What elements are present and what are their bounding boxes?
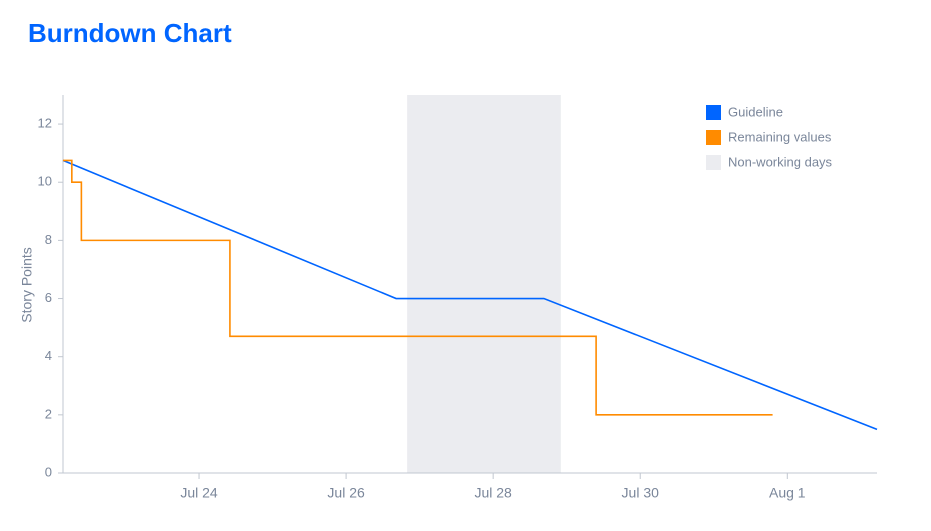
series-line — [62, 159, 878, 431]
x-tick-label: Jul 30 — [622, 485, 660, 501]
series-line — [63, 159, 773, 416]
legend-label: Remaining values — [728, 129, 832, 144]
x-tick-label: Jul 26 — [327, 485, 365, 501]
chart-title: Burndown Chart — [28, 18, 232, 48]
y-tick-label: 10 — [38, 174, 52, 189]
y-tick-label: 12 — [38, 116, 52, 131]
non-working-band — [407, 95, 561, 473]
x-tick-label: Aug 1 — [769, 485, 806, 501]
y-tick-label: 0 — [45, 464, 52, 479]
x-tick-label: Jul 28 — [474, 485, 512, 501]
y-tick-label: 8 — [45, 232, 52, 247]
y-tick-label: 6 — [45, 290, 52, 305]
legend-label: Guideline — [728, 104, 783, 119]
legend-label: Non-working days — [728, 154, 833, 169]
x-tick-label: Jul 24 — [180, 485, 218, 501]
y-tick-label: 4 — [45, 348, 52, 363]
legend-swatch — [706, 105, 721, 120]
y-axis-label: Story Points — [19, 247, 35, 322]
legend-swatch — [706, 130, 721, 145]
y-tick-label: 2 — [45, 406, 52, 421]
legend-swatch — [706, 155, 721, 170]
